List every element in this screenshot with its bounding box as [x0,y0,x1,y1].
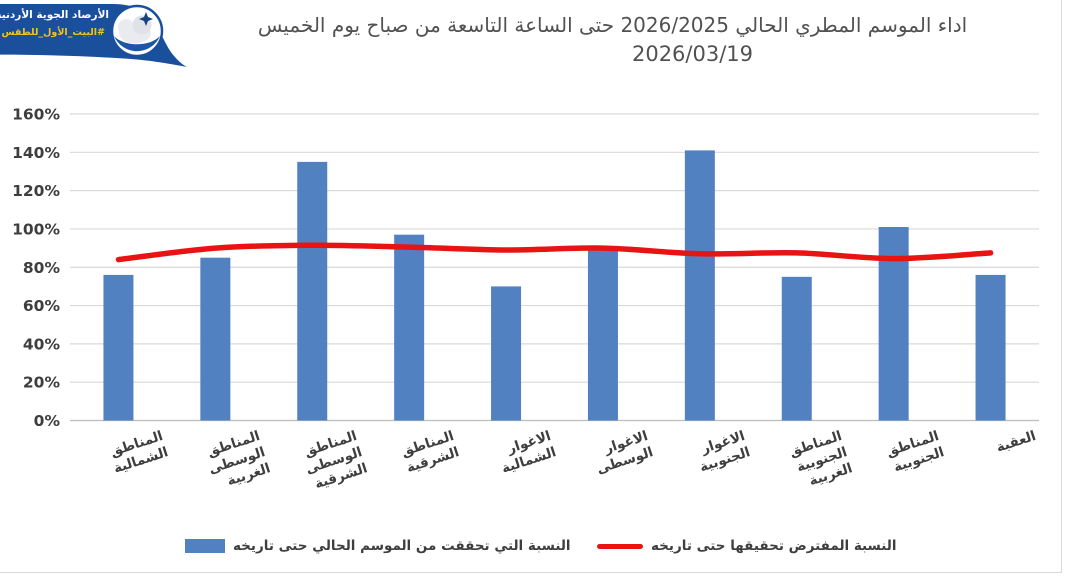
logo-hashtag: #البيت_الأول_للطقس [1,27,105,38]
right-border [1061,0,1062,573]
jmd-logo: الأرصاد الجوية الأردنية #البيت_الأول_للط… [0,0,200,78]
logo-org-name: الأرصاد الجوية الأردنية [0,9,109,21]
logo-cloud-bump [118,19,134,35]
bar-6 [684,150,715,421]
bar-5 [587,248,618,421]
y-axis-tick-100: 100% [12,220,60,238]
bar-2 [297,161,328,421]
jmd-logo-graphic [0,4,187,67]
bar-4 [491,286,522,421]
bar-1 [200,257,231,421]
y-axis-tick-0: 0% [34,412,61,430]
bar-9 [975,274,1006,421]
logo-emblem-bottom [114,36,160,52]
chart-title-line1: اداء الموسم المطري الحالي 2026/2025 حتى … [257,13,968,37]
target-line [115,242,994,263]
y-axis-tick-60: 60% [23,297,61,315]
y-axis-tick-40: 40% [23,335,61,353]
bar-3 [394,234,425,421]
y-axis-tick-80: 80% [23,259,61,277]
bar-0 [103,274,134,421]
chart-title: اداء الموسم المطري الحالي 2026/2025 حتى … [175,10,1050,68]
y-axis-tick-160: 160% [12,106,60,124]
bottom-border [0,572,1062,573]
bar-7 [781,276,812,421]
y-axis-tick-120: 120% [12,182,60,200]
logo-star-icon [139,12,153,26]
logo-emblem-ring [110,4,164,58]
y-axis-tick-20: 20% [23,374,61,392]
chart-title-line2: 2026/03/19 [631,42,754,66]
y-axis-tick-140: 140% [12,144,60,162]
